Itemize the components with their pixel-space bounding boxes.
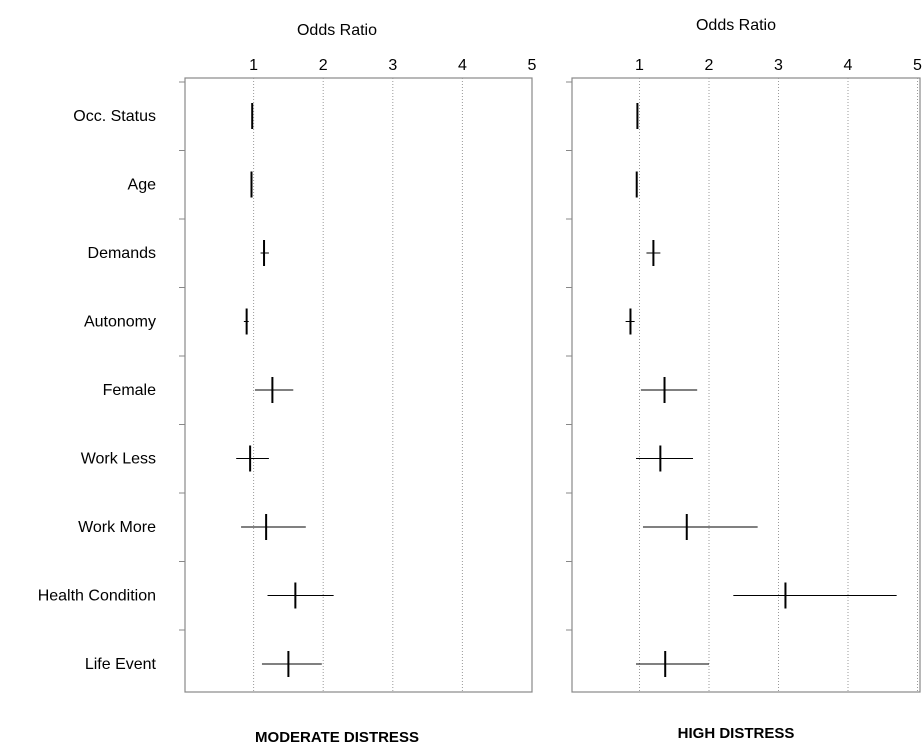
x-axis-title: Odds Ratio — [696, 17, 776, 34]
category-label: Age — [128, 177, 157, 194]
category-label: Female — [103, 382, 156, 399]
plot-frame — [184, 77, 533, 693]
x-tick-label: 3 — [774, 57, 783, 74]
panel-title: HIGH DISTRESS — [678, 725, 795, 742]
category-label: Occ. Status — [73, 108, 156, 125]
x-tick-label: 5 — [528, 57, 537, 74]
x-tick-label: 4 — [844, 57, 853, 74]
x-tick-label: 2 — [319, 57, 328, 74]
category-label: Demands — [88, 245, 156, 262]
panel-high-distress: Odds Ratio 1 2 3 4 5 HIGH DISTRESS — [566, 17, 922, 742]
x-tick-label: 4 — [458, 57, 467, 74]
x-tick-label: 1 — [635, 57, 644, 74]
x-axis-title: Odds Ratio — [297, 22, 377, 39]
panel-title: MODERATE DISTRESS — [255, 729, 419, 746]
x-tick-label: 1 — [249, 57, 258, 74]
x-tick-label: 3 — [388, 57, 397, 74]
category-label: Work More — [78, 519, 156, 536]
category-label: Autonomy — [84, 314, 156, 331]
x-tick-label: 5 — [913, 57, 922, 74]
plot-frame — [571, 77, 921, 693]
category-labels: Occ. Status Age Demands Autonomy Female Work … — [38, 108, 157, 673]
category-label: Life Event — [85, 656, 157, 673]
panel-moderate-distress: Odds Ratio 1 2 3 4 5 MODERATE DISTRESS — [179, 22, 537, 746]
category-label: Health Condition — [38, 588, 156, 605]
x-tick-label: 2 — [705, 57, 714, 74]
category-label: Work Less — [81, 451, 156, 468]
